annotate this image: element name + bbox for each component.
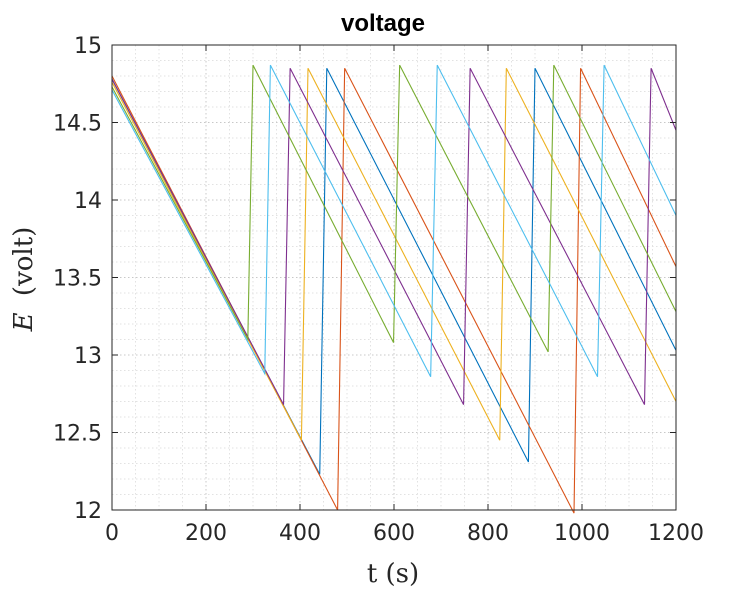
- y-tick-label: 14.5: [53, 112, 102, 137]
- x-axis-label: t (s): [367, 559, 419, 589]
- series-line-3: [111, 67, 677, 441]
- y-tick-label: 12.5: [53, 422, 102, 447]
- y-tick-label: 14: [74, 189, 102, 214]
- grid: [111, 44, 677, 511]
- ticks: 0 200 400 600 800 1000 1200 12 12.5 13 13.5 14 14.5 1…: [53, 34, 704, 546]
- y-axis-label-symbol: E: [9, 312, 39, 332]
- x-tick-label: 0: [105, 521, 119, 546]
- y-axis-label: E (volt): [9, 227, 39, 333]
- y-tick-label: 15: [74, 34, 102, 59]
- x-tick-label: 800: [467, 521, 509, 546]
- y-tick-label: 13: [74, 344, 102, 369]
- x-tick-label: 1200: [648, 521, 704, 546]
- series-line-5: [111, 64, 677, 353]
- x-tick-label: 200: [185, 521, 227, 546]
- series-line-4: [111, 67, 677, 405]
- series-line-6: [111, 64, 677, 377]
- y-axis-label-unit: (volt): [9, 227, 39, 296]
- chart-title: voltage: [341, 10, 425, 37]
- x-tick-label: 600: [373, 521, 415, 546]
- x-tick-label: 1000: [554, 521, 610, 546]
- y-tick-label: 12: [74, 499, 102, 524]
- series-lines: [111, 64, 677, 514]
- y-tick-label: 13.5: [53, 267, 102, 292]
- x-tick-label: 400: [279, 521, 321, 546]
